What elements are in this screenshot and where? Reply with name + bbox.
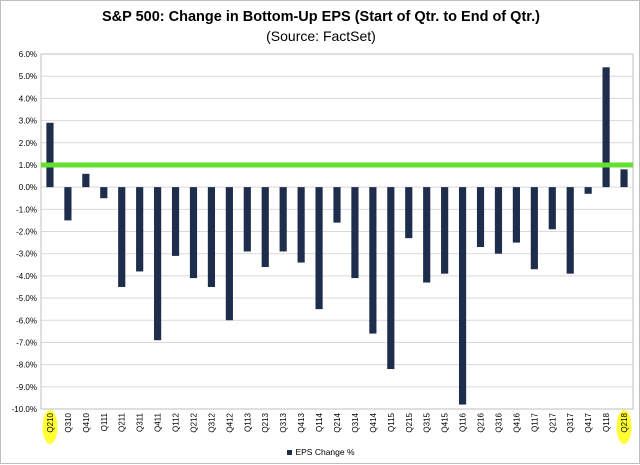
y-tick-label: -4.0% xyxy=(16,272,37,281)
bar xyxy=(154,187,162,341)
y-tick-label: -7.0% xyxy=(16,338,37,347)
bar xyxy=(243,187,251,252)
x-tick-label: Q112 xyxy=(172,412,181,432)
x-tick-label: Q117 xyxy=(530,412,539,432)
bar xyxy=(46,122,54,188)
y-tick-label: -5.0% xyxy=(16,294,37,303)
x-tick-label: Q113 xyxy=(243,412,252,432)
bar xyxy=(333,187,341,223)
y-tick-label: 2.0% xyxy=(19,139,37,148)
y-tick-label: 4.0% xyxy=(19,94,37,103)
x-tick-label: Q217 xyxy=(548,412,557,432)
chart-title: S&P 500: Change in Bottom-Up EPS (Start … xyxy=(102,9,540,25)
x-tick-label: Q114 xyxy=(315,412,324,432)
y-tick-label: 5.0% xyxy=(19,72,37,81)
legend-swatch xyxy=(287,450,293,456)
bar xyxy=(458,187,467,405)
x-tick-label: Q412 xyxy=(225,412,234,432)
x-tick-label: Q116 xyxy=(459,412,468,432)
x-tick-label: Q213 xyxy=(261,412,270,432)
bar xyxy=(351,187,359,279)
x-tick-label: Q214 xyxy=(333,412,342,432)
bar xyxy=(315,187,323,310)
bar xyxy=(136,187,144,272)
x-tick-label: Q111 xyxy=(100,412,109,431)
x-tick-label: Q316 xyxy=(494,412,503,432)
bar xyxy=(512,187,520,243)
bar xyxy=(100,187,108,199)
bar xyxy=(441,187,449,274)
bar xyxy=(423,187,431,283)
x-tick-label: Q414 xyxy=(369,412,378,432)
bar xyxy=(171,187,180,256)
x-tick-label: Q218 xyxy=(620,412,629,432)
x-tick-label: Q313 xyxy=(279,412,288,432)
chart-subtitle: (Source: FactSet) xyxy=(266,28,376,44)
bar xyxy=(602,67,610,188)
bar xyxy=(261,187,269,267)
x-tick-label: Q413 xyxy=(297,412,306,432)
bar xyxy=(566,187,574,274)
bar xyxy=(297,187,305,263)
plot-frame xyxy=(40,53,634,410)
y-tick-label: -9.0% xyxy=(16,383,37,392)
x-tick-label: Q314 xyxy=(351,412,360,432)
y-tick-label: -8.0% xyxy=(16,361,37,370)
highlight-ellipse xyxy=(616,410,632,444)
y-tick-label: 1.0% xyxy=(19,161,37,170)
bar xyxy=(584,187,592,194)
x-tick-label: Q416 xyxy=(512,412,521,432)
x-tick-label: Q315 xyxy=(423,412,432,432)
x-tick-label: Q317 xyxy=(566,412,575,432)
bar xyxy=(189,187,198,279)
y-tick-label: -2.0% xyxy=(16,228,37,237)
bar xyxy=(387,187,395,370)
bar xyxy=(530,187,538,270)
x-tick-label: Q312 xyxy=(207,412,216,432)
bar xyxy=(476,187,485,248)
bar xyxy=(82,173,90,188)
x-tick-label: Q118 xyxy=(602,412,611,432)
y-tick-label: 0.0% xyxy=(19,183,37,192)
y-tick-label: 3.0% xyxy=(19,117,37,126)
highlight-ellipse xyxy=(42,410,58,444)
y-tick-label: -1.0% xyxy=(16,205,37,214)
bar xyxy=(64,187,72,221)
y-tick-label: -10.0% xyxy=(12,405,37,414)
x-tick-label: Q212 xyxy=(189,412,198,432)
x-tick-label: Q115 xyxy=(387,412,396,432)
x-tick-label: Q216 xyxy=(477,412,486,432)
bar xyxy=(225,187,233,321)
bar xyxy=(405,187,413,239)
x-tick-label: Q215 xyxy=(405,412,414,432)
chart-legend: EPS Change % xyxy=(1,447,640,457)
x-tick-label: Q415 xyxy=(441,412,450,432)
bar xyxy=(369,187,377,334)
bar xyxy=(118,187,126,287)
bar xyxy=(207,187,216,287)
y-tick-label: -6.0% xyxy=(16,316,37,325)
x-tick-label: Q210 xyxy=(46,412,55,432)
x-tick-label: Q211 xyxy=(118,412,127,432)
x-tick-label: Q410 xyxy=(82,412,91,432)
legend-label: EPS Change % xyxy=(295,447,355,457)
y-tick-label: 6.0% xyxy=(19,50,37,59)
y-tick-label: -3.0% xyxy=(16,250,37,259)
x-tick-label: Q310 xyxy=(64,412,73,432)
bar xyxy=(548,187,556,230)
bar xyxy=(620,169,628,188)
x-tick-label: Q411 xyxy=(154,412,163,432)
bar xyxy=(279,187,287,252)
x-tick-label: Q417 xyxy=(584,412,593,432)
bar xyxy=(494,187,503,254)
x-tick-label: Q311 xyxy=(136,412,145,432)
